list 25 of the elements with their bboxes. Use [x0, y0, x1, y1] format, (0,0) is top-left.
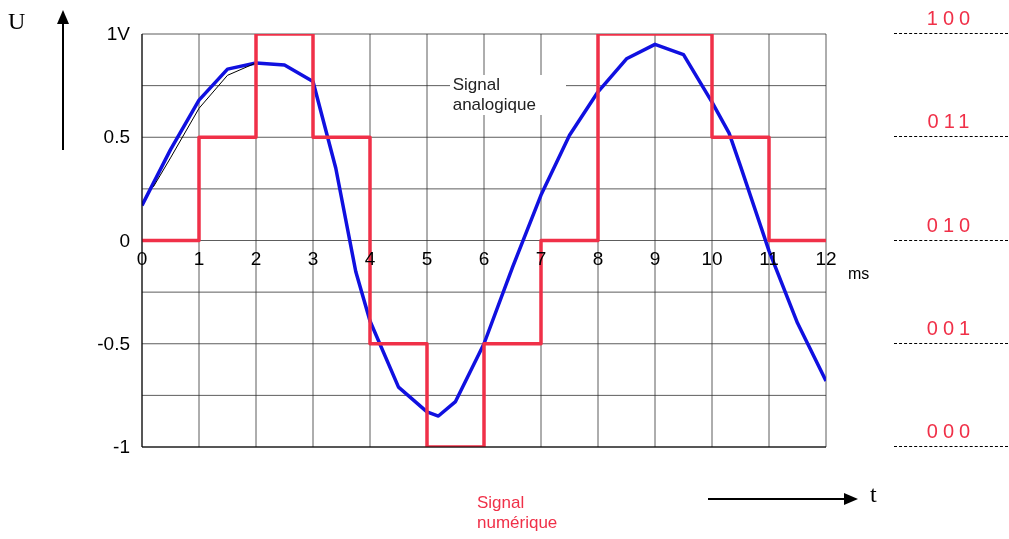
y-tick-label: 1V	[106, 23, 131, 44]
line-series	[152, 62, 257, 188]
y-axis-title: U	[8, 8, 26, 35]
x-tick-label: 12	[815, 247, 837, 269]
x-tick-label: 5	[421, 247, 433, 269]
text: Signal numérique	[476, 493, 559, 533]
x-tick-label: 10	[701, 247, 723, 269]
x-tick-label: 1	[193, 247, 205, 269]
x-tick-label: 2	[250, 247, 262, 269]
text: Signal analogique	[449, 75, 566, 116]
text: 000	[925, 419, 977, 443]
text: 100	[925, 6, 977, 30]
text: 010	[925, 212, 977, 237]
x-tick-label: 9	[649, 247, 661, 269]
y-tick-label: 0	[119, 229, 130, 251]
x-tick-label: 8	[592, 247, 604, 269]
y-tick-label: 0.5	[103, 126, 130, 148]
text: 011	[926, 109, 976, 134]
x-tick-label: 6	[478, 247, 490, 269]
y-tick-label: -1	[113, 436, 130, 457]
text: 001	[925, 315, 977, 340]
x-tick-label: 3	[307, 247, 319, 269]
text: ms	[848, 264, 870, 283]
y-tick-label: -0.5	[97, 332, 130, 354]
x-axis-title: t	[870, 481, 877, 508]
